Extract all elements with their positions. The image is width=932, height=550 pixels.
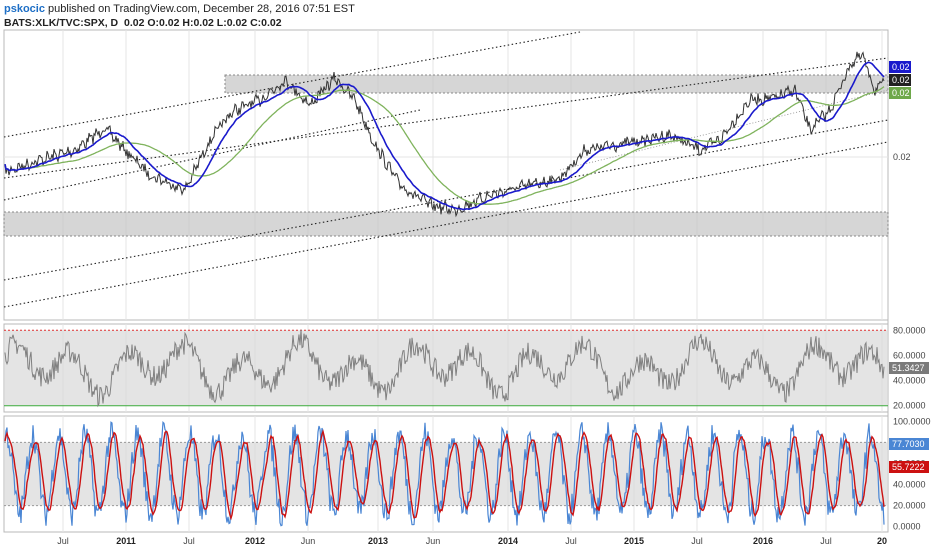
author-link[interactable]: pskocic <box>4 3 45 15</box>
stochastic-tick-label: 20.0000 <box>893 501 926 511</box>
price-tag-box <box>889 87 911 99</box>
rsi-tick-label: 60.0000 <box>893 350 926 360</box>
rsi-tick-label: 40.0000 <box>893 376 926 386</box>
trend-line <box>3 141 889 308</box>
x-axis-label: 20 <box>877 536 887 546</box>
fast-moving-average-line <box>4 61 885 211</box>
stochastic-tick-label: 0.0000 <box>893 522 921 532</box>
published-text: published on TradingView.com, December 2… <box>44 3 355 15</box>
price-tag-label: 0.02 <box>892 88 910 98</box>
ohlc-values: 0.02 O:0.02 H:0.02 L:0.02 C:0.02 <box>124 17 282 29</box>
stochastic-k-line <box>4 420 885 527</box>
x-axis-label: Jul <box>565 536 577 546</box>
indicator-axis-tags: 51.3427 77.7030 55.7222 <box>889 362 929 473</box>
rsi-band <box>4 330 888 406</box>
trend-line <box>3 109 421 201</box>
price-tag-box <box>889 61 911 73</box>
x-axis-labels: Jul 2011 Jul 2012 Jun 2013 Jun 2014 Jul 2015 Jul 20… <box>57 536 887 546</box>
resistance-zone <box>224 74 889 94</box>
x-axis-label: 2016 <box>753 536 773 546</box>
rsi-panel: 80.0000 60.0000 40.0000 20.0000 <box>4 325 926 411</box>
rsi-series-line <box>4 329 885 408</box>
trend-line <box>3 57 889 179</box>
symbol-line: BATS:XLK/TVC:SPX, D 0.02 O:0.02 H:0.02 L… <box>4 17 282 29</box>
stochastic-tick-label: 100.0000 <box>893 416 931 426</box>
price-tag-label: 0.02 <box>892 62 910 72</box>
support-resistance-zones <box>3 74 889 237</box>
stoch-d-value-tag-label: 55.7222 <box>892 462 925 472</box>
slow-moving-average-line <box>4 86 885 205</box>
stochastic-panel: 100.000080.000060.000040.000020.00000.00… <box>4 416 931 532</box>
price-axis-tags: 0.02 0.02 0.02 0.02 <box>889 61 911 162</box>
price-tag-label: 0.02 <box>892 75 910 85</box>
x-axis-label: 2014 <box>498 536 518 546</box>
trend-line <box>3 119 889 281</box>
x-axis-label: Jul <box>691 536 703 546</box>
rsi-tick-label: 80.0000 <box>893 325 926 335</box>
panel-frame-1 <box>3 29 889 321</box>
stoch-d-value-tag-box <box>889 461 929 473</box>
stochastic-band <box>4 442 888 506</box>
x-axis-label: 2013 <box>368 536 388 546</box>
chart-header: pskocic published on TradingView.com, De… <box>4 3 355 16</box>
support-zone <box>3 211 889 237</box>
stoch-k-value-tag-box <box>889 438 929 450</box>
price-tag-box <box>889 74 911 86</box>
trend-line <box>3 31 581 138</box>
rsi-value-tag-label: 51.3427 <box>892 363 925 373</box>
symbol-name: BATS:XLK/TVC:SPX, D <box>4 17 119 29</box>
stochastic-d-line <box>4 429 885 521</box>
x-axis-label: 2015 <box>624 536 644 546</box>
stoch-k-value-tag-label: 77.7030 <box>892 439 925 449</box>
x-axis-label: Jul <box>57 536 69 546</box>
x-axis-label: Jun <box>301 536 316 546</box>
x-axis-label: 2012 <box>245 536 265 546</box>
stochastic-tick-label: 40.0000 <box>893 480 926 490</box>
rsi-value-tag-box <box>889 362 929 374</box>
trend-channel-lines <box>3 31 889 308</box>
price-axis-tick-label: 0.02 <box>893 152 911 162</box>
x-axis-label: 2011 <box>116 536 136 546</box>
x-axis-label: Jul <box>820 536 832 546</box>
x-axis-label: Jun <box>426 536 441 546</box>
x-axis-label: Jul <box>183 536 195 546</box>
rsi-tick-label: 20.0000 <box>893 401 926 411</box>
